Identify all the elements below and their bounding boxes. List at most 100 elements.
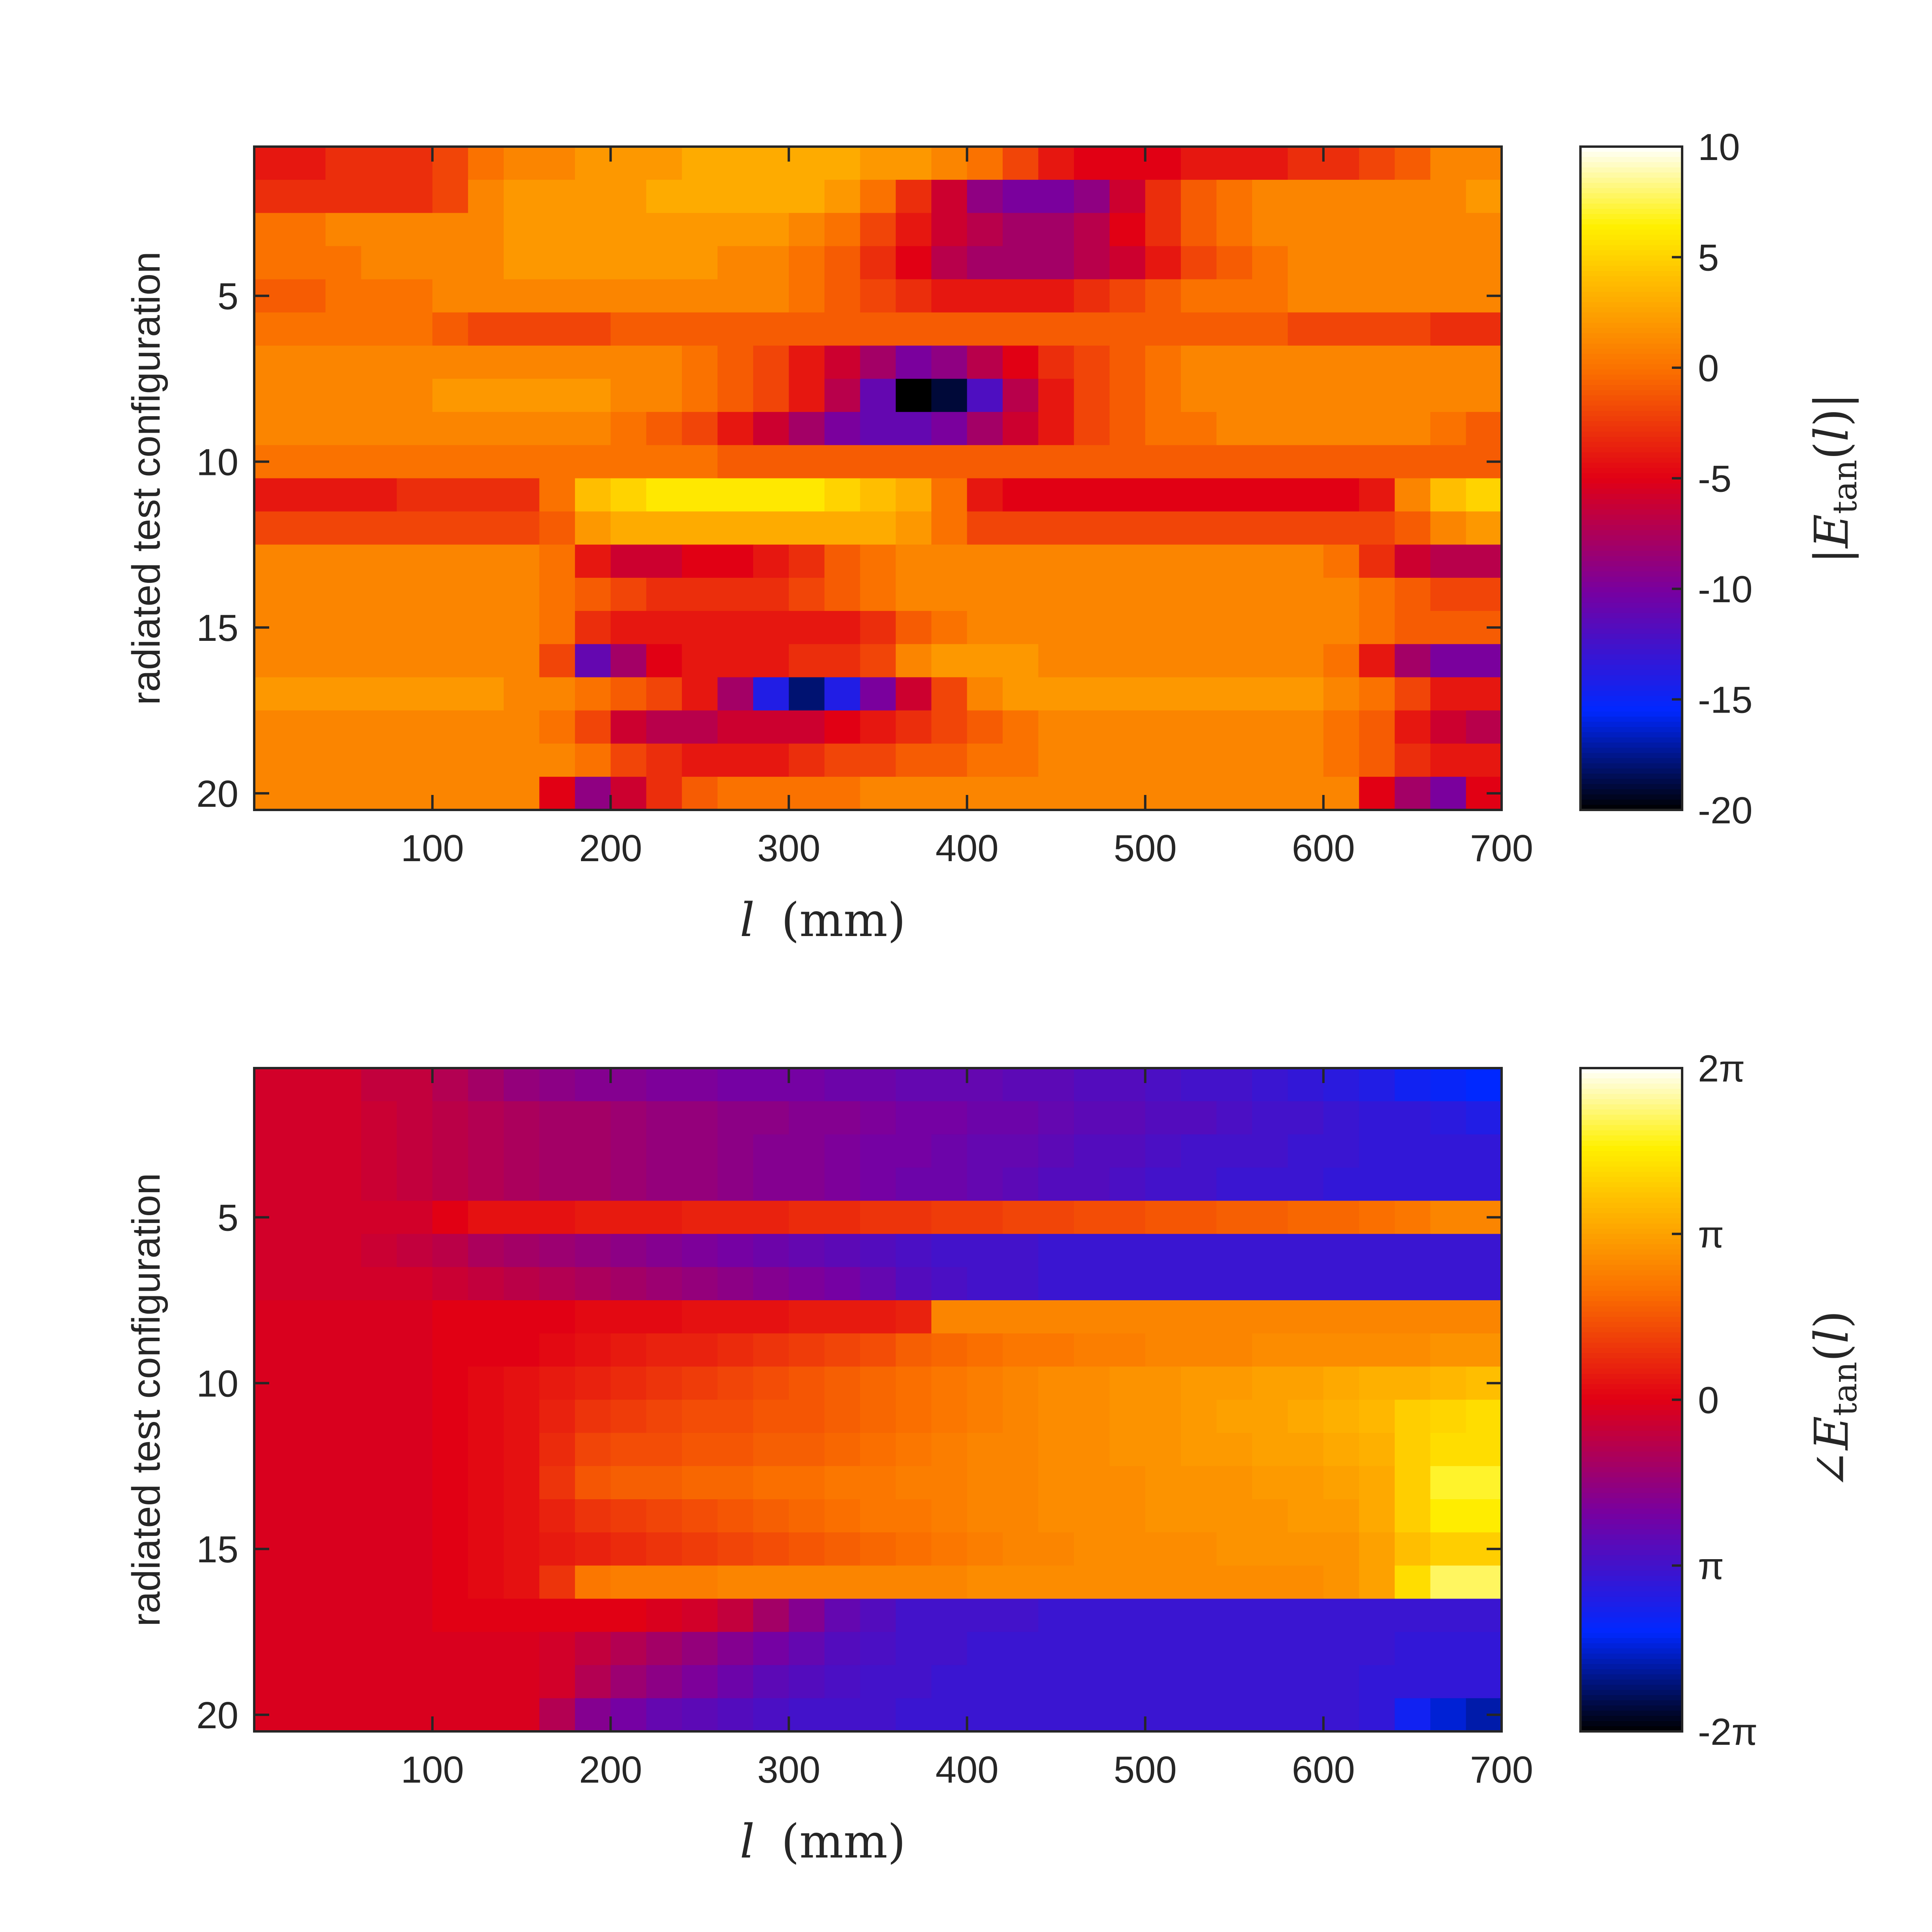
phase-cell-r20-c16 (789, 1698, 825, 1732)
magnitude-cell-r1-c1 (254, 147, 290, 181)
magnitude-cell-r4-c31 (1323, 246, 1360, 280)
magnitude-cell-r16-c26 (1145, 644, 1182, 678)
phase-cell-r17-c21 (967, 1599, 1003, 1632)
phase-colorbar-step-50 (1580, 1322, 1682, 1328)
phase-cell-r10-c34 (1430, 1366, 1467, 1400)
phase-cell-r11-c8 (504, 1400, 540, 1433)
magnitude-cell-r12-c22 (1003, 511, 1039, 545)
magnitude-cell-r1-c22 (1003, 147, 1039, 181)
magnitude-cell-r6-c12 (646, 312, 683, 346)
phase-colorbar-label: ∠Etan(l) (1804, 1310, 1864, 1489)
magnitude-cell-r10-c4 (361, 445, 397, 479)
phase-cell-r19-c7 (468, 1665, 504, 1699)
phase-cell-r4-c11 (610, 1167, 647, 1201)
phase-colorbar-step-109 (1580, 1628, 1682, 1634)
magnitude-colorbar-step-67 (1580, 488, 1682, 494)
magnitude-cell-r20-c31 (1323, 776, 1360, 810)
magnitude-cell-r14-c32 (1359, 577, 1395, 612)
magnitude-cell-r15-c21 (967, 611, 1003, 645)
magnitude-cell-r13-c29 (1252, 544, 1288, 578)
phase-cell-r12-c10 (575, 1433, 611, 1467)
phase-colorbar-step-58 (1580, 1363, 1682, 1369)
magnitude-cell-r3-c35 (1466, 213, 1502, 247)
magnitude-cell-r17-c5 (396, 677, 433, 711)
phase-colorbar-step-36 (1580, 1249, 1682, 1255)
phase-cell-r12-c5 (396, 1433, 433, 1467)
magnitude-cell-r10-c7 (468, 445, 504, 479)
phase-cell-r7-c30 (1288, 1267, 1324, 1301)
magnitude-cell-r4-c26 (1145, 246, 1182, 280)
magnitude-cell-r8-c15 (753, 379, 789, 413)
magnitude-cell-r14-c2 (290, 577, 326, 612)
phase-cell-r11-c16 (789, 1400, 825, 1433)
magnitude-cell-r16-c34 (1430, 644, 1467, 678)
phase-cell-r9-c35 (1466, 1333, 1502, 1367)
magnitude-cell-r11-c33 (1394, 478, 1431, 512)
phase-cell-r18-c13 (682, 1632, 718, 1666)
magnitude-cell-r17-c22 (1003, 677, 1039, 711)
magnitude-cell-r19-c25 (1109, 743, 1146, 777)
phase-colorbar-step-15 (1580, 1141, 1682, 1147)
phase-cell-r9-c13 (682, 1333, 718, 1367)
phase-cell-r15-c31 (1323, 1532, 1360, 1566)
phase-cell-r7-c7 (468, 1267, 504, 1301)
magnitude-cell-r7-c33 (1394, 345, 1431, 380)
magnitude-cell-r13-c25 (1109, 544, 1146, 578)
phase-cell-r12-c16 (789, 1433, 825, 1467)
magnitude-cell-r19-c33 (1394, 743, 1431, 777)
magnitude-cell-r5-c6 (432, 279, 469, 313)
phase-cell-r20-c10 (575, 1698, 611, 1732)
phase-cell-r3-c9 (539, 1134, 575, 1168)
phase-cell-r7-c24 (1074, 1267, 1110, 1301)
phase-cell-r6-c24 (1074, 1234, 1110, 1268)
phase-colorbar-step-120 (1580, 1684, 1682, 1690)
phase-colorbar-step-45 (1580, 1296, 1682, 1302)
magnitude-cell-r10-c13 (682, 445, 718, 479)
phase-cell-r8-c28 (1216, 1300, 1253, 1334)
phase-cell-r8-c27 (1181, 1300, 1217, 1334)
phase-cell-r4-c20 (931, 1167, 968, 1201)
magnitude-colorbar-step-1 (1580, 147, 1682, 153)
phase-cell-r14-c26 (1145, 1499, 1182, 1533)
magnitude-cell-r9-c26 (1145, 412, 1182, 446)
magnitude-cell-r9-c35 (1466, 412, 1502, 446)
magnitude-cell-r18-c35 (1466, 710, 1502, 744)
magnitude-cell-r16-c14 (717, 644, 754, 678)
phase-cell-r4-c12 (646, 1167, 683, 1201)
phase-cell-r7-c6 (432, 1267, 469, 1301)
magnitude-cell-r18-c19 (895, 710, 932, 744)
phase-cell-r20-c30 (1288, 1698, 1324, 1732)
magnitude-cell-r11-c2 (290, 478, 326, 512)
phase-cell-r7-c19 (895, 1267, 932, 1301)
magnitude-cell-r14-c19 (895, 577, 932, 612)
magnitude-cell-r2-c18 (860, 180, 896, 214)
magnitude-cell-r1-c17 (824, 147, 861, 181)
magnitude-cell-r3-c22 (1003, 213, 1039, 247)
phase-cell-r9-c10 (575, 1333, 611, 1367)
phase-colorbar-step-76 (1580, 1457, 1682, 1463)
magnitude-colorbar-step-24 (1580, 266, 1682, 272)
magnitude-cell-r10-c12 (646, 445, 683, 479)
magnitude-cell-r18-c16 (789, 710, 825, 744)
phase-colorbar-step-122 (1580, 1695, 1682, 1701)
magnitude-cell-r13-c11 (610, 544, 647, 578)
magnitude-cell-r10-c16 (789, 445, 825, 479)
phase-cell-r17-c18 (860, 1599, 896, 1632)
magnitude-cell-r11-c9 (539, 478, 575, 512)
magnitude-cell-r18-c4 (361, 710, 397, 744)
magnitude-cell-r7-c8 (504, 345, 540, 380)
phase-cell-r11-c4 (361, 1400, 397, 1433)
phase-cell-r11-c30 (1288, 1400, 1324, 1433)
phase-cell-r6-c12 (646, 1234, 683, 1268)
phase-cell-r13-c17 (824, 1466, 861, 1500)
phase-cell-r19-c16 (789, 1665, 825, 1699)
phase-cell-r9-c22 (1003, 1333, 1039, 1367)
phase-cell-r10-c4 (361, 1366, 397, 1400)
magnitude-cell-r18-c17 (824, 710, 861, 744)
magnitude-cell-r13-c28 (1216, 544, 1253, 578)
magnitude-y-tick-label-15: 15 (196, 607, 238, 649)
phase-cell-r3-c27 (1181, 1134, 1217, 1168)
phase-cell-r19-c21 (967, 1665, 1003, 1699)
phase-cell-r10-c6 (432, 1366, 469, 1400)
phase-cell-r11-c5 (396, 1400, 433, 1433)
